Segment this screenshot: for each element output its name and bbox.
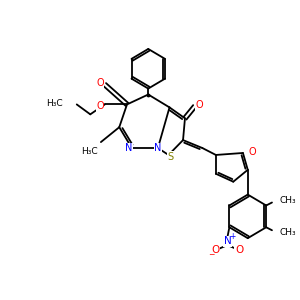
Text: O: O: [235, 245, 243, 255]
Text: O: O: [212, 245, 220, 255]
Text: N: N: [224, 236, 231, 246]
Text: −: −: [208, 250, 214, 260]
Text: CH₃: CH₃: [280, 228, 296, 237]
Text: H₃C: H₃C: [81, 147, 98, 156]
Text: O: O: [196, 100, 203, 110]
Text: CH₃: CH₃: [280, 196, 296, 205]
Text: N: N: [154, 143, 162, 153]
Text: N: N: [125, 143, 133, 153]
Text: +: +: [229, 232, 236, 241]
Text: S: S: [167, 152, 173, 162]
Text: O: O: [96, 78, 104, 88]
Text: H₃C: H₃C: [46, 99, 62, 108]
Text: O: O: [96, 101, 104, 111]
Text: O: O: [249, 147, 256, 157]
